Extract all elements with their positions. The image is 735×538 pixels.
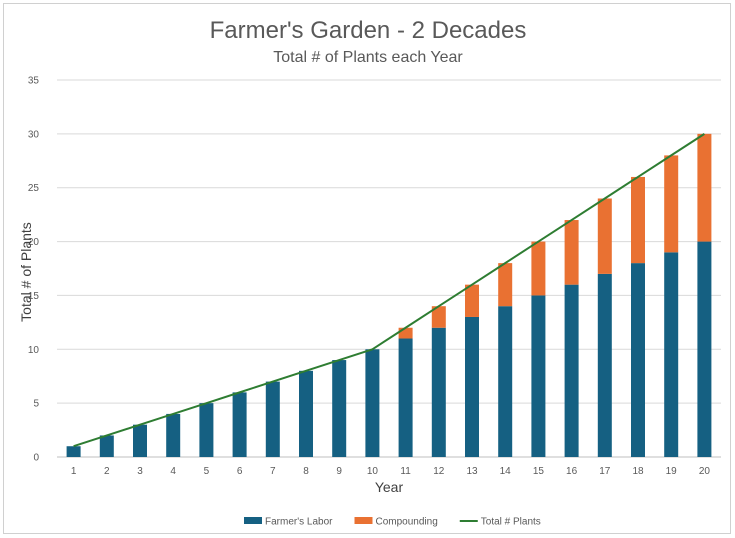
- y-axis-label: Total # of Plants: [18, 222, 34, 322]
- total-line: [73, 133, 705, 448]
- bar-farmer-s-labor: [66, 446, 81, 457]
- bar-compounding: [664, 155, 679, 253]
- bar-compounding: [697, 133, 712, 242]
- bar-farmer-s-labor: [498, 306, 513, 457]
- gridlines: [57, 79, 721, 458]
- bar-farmer-s-labor: [531, 295, 546, 457]
- series-line-total-plants: [73, 133, 705, 448]
- bar-farmer-s-labor: [332, 360, 347, 457]
- x-tick-label: 11: [400, 466, 411, 477]
- x-tick-label: 6: [237, 466, 243, 477]
- x-tick-label: 14: [500, 466, 512, 477]
- bar-compounding: [564, 220, 579, 285]
- legend-label: Farmer's Labor: [265, 517, 333, 528]
- bar-farmer-s-labor: [199, 403, 214, 457]
- bar-farmer-s-labor: [299, 370, 313, 457]
- y-tick-label: 0: [33, 453, 39, 464]
- y-tick-label: 20: [28, 237, 40, 248]
- bar-farmer-s-labor: [232, 392, 247, 457]
- bar-farmer-s-labor: [99, 435, 114, 457]
- x-tick-label: 18: [632, 466, 644, 477]
- x-tick-label: 4: [170, 466, 176, 477]
- x-tick-label: 13: [466, 466, 478, 477]
- x-tick-label: 8: [303, 466, 309, 477]
- bar-farmer-s-labor: [365, 349, 380, 457]
- bar-farmer-s-labor: [133, 424, 147, 457]
- y-tick-label: 30: [28, 129, 40, 140]
- bar-compounding: [431, 306, 446, 328]
- bar-farmer-s-labor: [597, 273, 612, 457]
- x-tick-label: 9: [336, 466, 342, 477]
- bar-farmer-s-labor: [465, 316, 479, 457]
- x-axis-label: Year: [375, 479, 404, 495]
- chart-frame: Farmer's Garden - 2 Decades Total # of P…: [3, 3, 731, 534]
- bar-compounding: [597, 198, 612, 274]
- bar-compounding: [498, 263, 513, 307]
- y-tick-label: 25: [28, 183, 40, 194]
- x-tick-label: 1: [71, 466, 77, 477]
- bar-farmer-s-labor: [564, 284, 579, 457]
- bar-farmer-s-labor: [631, 263, 645, 457]
- x-tick-label: 10: [367, 466, 379, 477]
- bar-compounding: [465, 284, 479, 317]
- x-tick-label: 7: [270, 466, 276, 477]
- bar-compounding: [398, 327, 413, 339]
- y-axis-ticks: 0 5 10 15 20 25 30 35: [28, 76, 40, 464]
- x-tick-label: 5: [204, 466, 210, 477]
- x-tick-label: 17: [599, 466, 611, 477]
- legend-label: Compounding: [376, 517, 438, 528]
- y-tick-label: 35: [28, 76, 40, 87]
- x-tick-label: 2: [104, 466, 110, 477]
- y-tick-label: 10: [28, 345, 40, 356]
- y-tick-label: 15: [28, 291, 40, 302]
- y-tick-label: 5: [33, 399, 39, 410]
- legend: Farmer's Labor Compounding Total # Plants: [244, 517, 541, 528]
- x-tick-label: 3: [137, 466, 143, 477]
- bar-farmer-s-labor: [265, 381, 280, 457]
- legend-swatch: [354, 517, 373, 524]
- bar-farmer-s-labor: [398, 338, 413, 457]
- bar-compounding: [631, 176, 645, 264]
- bars: [66, 133, 712, 457]
- bar-farmer-s-labor: [166, 413, 181, 457]
- legend-label: Total # Plants: [481, 517, 541, 528]
- bar-farmer-s-labor: [431, 327, 446, 457]
- legend-swatch: [244, 517, 262, 524]
- chart-title: Farmer's Garden - 2 Decades: [210, 17, 527, 44]
- x-tick-label: 20: [699, 466, 711, 477]
- x-tick-label: 19: [666, 466, 678, 477]
- x-axis-ticks: 1 2 3 4 5 6 7 8 9 10 11 12 13 14 15 16 17 18 19 20: [71, 466, 711, 477]
- chart: Farmer's Garden - 2 Decades Total # of P…: [18, 17, 721, 528]
- bar-farmer-s-labor: [664, 252, 679, 457]
- x-tick-label: 12: [433, 466, 445, 477]
- bar-farmer-s-labor: [697, 241, 712, 457]
- x-tick-label: 16: [566, 466, 578, 477]
- bar-compounding: [531, 241, 546, 296]
- chart-subtitle: Total # of Plants each Year: [273, 49, 463, 66]
- x-tick-label: 15: [533, 466, 545, 477]
